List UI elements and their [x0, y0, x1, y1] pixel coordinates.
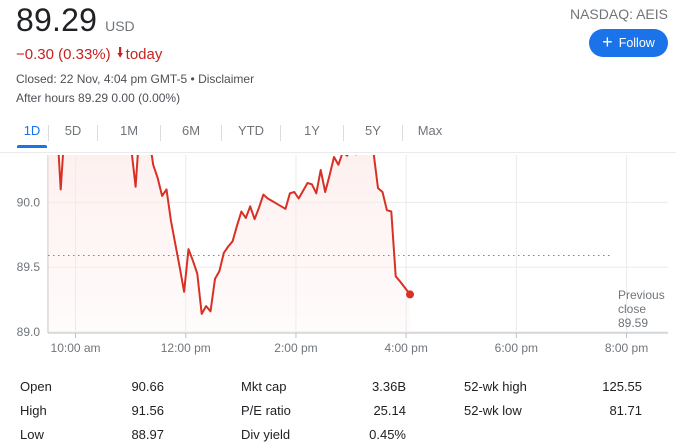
x-tick-label: 6:00 pm: [495, 341, 538, 355]
tab-1y[interactable]: 1Y: [304, 123, 320, 138]
x-tick-label: 2:00 pm: [274, 341, 317, 355]
exchange-ticker: NASDAQ: AEIS: [569, 6, 668, 22]
price-area: [48, 155, 410, 333]
stat-label: 52-wk low: [464, 403, 522, 418]
tab-5y[interactable]: 5Y: [365, 123, 381, 138]
tab-separator: [221, 125, 222, 141]
stat-value: 91.56: [131, 403, 164, 418]
x-tick-label: 4:00 pm: [384, 341, 427, 355]
disclaimer-link[interactable]: Disclaimer: [198, 72, 255, 86]
x-tick-label: 8:00 pm: [605, 341, 648, 355]
stat-label: Open: [20, 379, 52, 394]
after-hours-info: After hours 89.29 0.00 (0.00%): [16, 91, 181, 105]
previous-close-label: 89.59: [618, 316, 648, 330]
change-period: today: [125, 45, 163, 63]
follow-button[interactable]: + Follow: [589, 29, 668, 57]
previous-close-label: Previous: [618, 288, 665, 302]
y-tick-label: 89.5: [17, 260, 41, 274]
closed-info: Closed: 22 Nov, 4:04 pm GMT-5 • Disclaim…: [16, 72, 254, 86]
stat-value: 125.55: [602, 379, 642, 394]
x-tick-label: 10:00 am: [51, 341, 101, 355]
currency-label: USD: [105, 18, 135, 34]
stat-label: 52-wk high: [464, 379, 527, 394]
price-change: −0.30 (0.33%) 🠛 today: [16, 42, 162, 66]
tab-separator: [343, 125, 344, 141]
tab-5d[interactable]: 5D: [64, 123, 82, 138]
stat-label: Low: [20, 427, 44, 442]
tabs-divider: [0, 152, 676, 153]
last-price-dot: [406, 290, 415, 299]
previous-close-label: close: [618, 302, 646, 316]
stat-value: 3.36B: [372, 379, 406, 394]
tab-separator: [160, 125, 161, 141]
stat-value: 0.45%: [369, 427, 406, 442]
range-tabs: 1D 5D 1M 6M YTD 1Y 5Y Max: [16, 114, 676, 148]
change-value: −0.30 (0.33%): [16, 45, 111, 63]
key-stats: Open 90.66 Mkt cap 3.36B 52-wk high 125.55 Hig…: [0, 376, 692, 448]
stat-label: Div yield: [241, 427, 291, 442]
arrow-down-icon: 🠛: [116, 44, 124, 60]
stat-label: High: [20, 403, 47, 418]
stat-label: P/E ratio: [241, 403, 291, 418]
stat-value: 25.14: [373, 403, 406, 418]
stat-label: Mkt cap: [241, 379, 287, 394]
tab-max[interactable]: Max: [417, 123, 443, 138]
stat-value: 88.97: [131, 427, 164, 442]
current-price: 89.29: [16, 2, 98, 38]
tab-separator: [48, 125, 49, 141]
tab-1d[interactable]: 1D: [16, 114, 48, 148]
y-tick-label: 90.0: [17, 195, 41, 209]
follow-label: Follow: [618, 36, 655, 50]
y-tick-label: 89.0: [17, 325, 41, 339]
price-line: [57, 155, 411, 315]
tab-separator: [402, 125, 403, 141]
closed-text: Closed: 22 Nov, 4:04 pm GMT-5 •: [16, 72, 199, 86]
x-tick-label: 12:00 pm: [161, 341, 211, 355]
tab-separator: [97, 125, 98, 141]
price-row: 89.29 USD: [16, 2, 135, 39]
plus-icon: +: [602, 32, 613, 52]
tab-ytd[interactable]: YTD: [238, 123, 264, 138]
tab-separator: [280, 125, 281, 141]
tab-6m[interactable]: 6M: [181, 123, 201, 138]
stat-value: 90.66: [131, 379, 164, 394]
tab-1m[interactable]: 1M: [119, 123, 139, 138]
stat-value: 81.71: [609, 403, 642, 418]
